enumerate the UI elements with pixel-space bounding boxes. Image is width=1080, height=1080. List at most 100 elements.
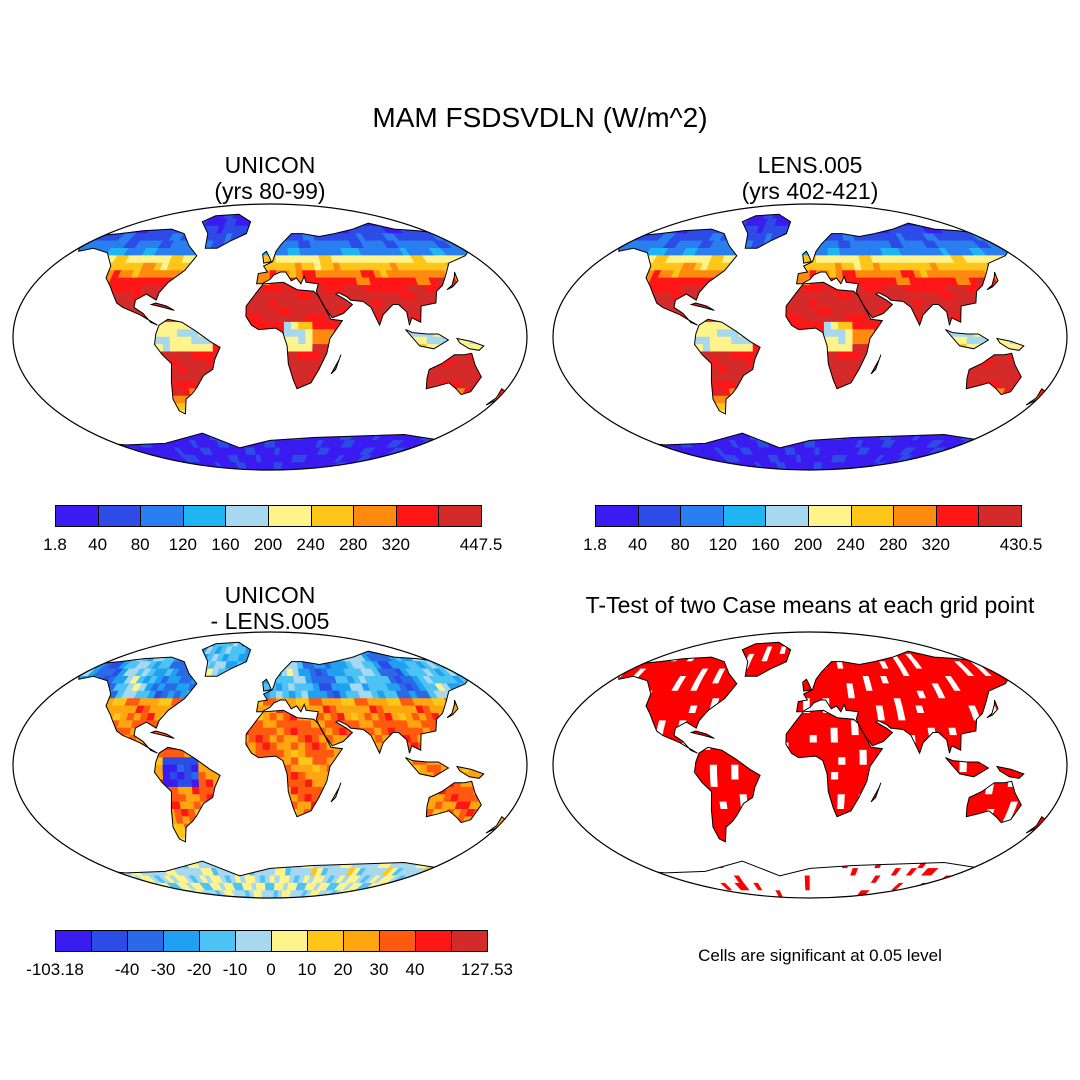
field-cell (84, 285, 96, 293)
field-cell (76, 373, 79, 382)
field-cell (902, 336, 911, 345)
field-cell (774, 299, 783, 308)
field-cell (408, 366, 418, 375)
field-cell (133, 454, 152, 463)
field-cell (617, 314, 627, 323)
field-cell (276, 366, 285, 375)
field-cell (852, 214, 863, 220)
field-cell (409, 358, 419, 367)
field-cell (464, 285, 476, 293)
field-cell (98, 321, 107, 330)
field-cell (276, 344, 285, 353)
field-cell (977, 307, 988, 316)
field-cell (99, 351, 108, 360)
field-cell (260, 214, 267, 220)
field-cell (458, 285, 470, 293)
field-cell (639, 314, 648, 323)
field-cell (196, 247, 206, 257)
field-cell (1029, 321, 1039, 330)
field-cell (964, 395, 976, 404)
field-cell (481, 373, 493, 382)
field-cell (184, 214, 199, 220)
field-cell (76, 329, 85, 338)
field-cell (802, 285, 811, 293)
field-cell (624, 344, 633, 353)
field-cell (264, 447, 271, 456)
field-cell (198, 358, 208, 367)
field-cell (169, 336, 178, 345)
field-cell (616, 395, 624, 404)
field-cell (924, 381, 934, 389)
field-cell (879, 307, 889, 316)
field-cell (354, 425, 365, 434)
field-cell (157, 425, 170, 434)
field-cell (228, 373, 237, 382)
field-cell (864, 292, 873, 301)
field-cell (850, 418, 860, 426)
field-cell (666, 329, 675, 338)
field-cell (316, 381, 326, 389)
field-cell (616, 358, 622, 367)
field-cell (401, 388, 412, 397)
field-cell (210, 395, 219, 404)
field-cell (925, 410, 937, 419)
field-cell (945, 395, 956, 404)
field-cell (49, 344, 57, 351)
field-cell (394, 366, 404, 375)
field-cell (303, 285, 312, 293)
field-cell (504, 344, 508, 353)
field-cell (105, 344, 114, 353)
field-cell (741, 381, 750, 389)
field-cell (276, 321, 285, 330)
field-cell (21, 315, 29, 322)
field-cell (1003, 299, 1014, 308)
field-cell (281, 255, 290, 264)
field-cell (377, 381, 387, 389)
field-cell (205, 403, 214, 412)
field-cell (791, 425, 800, 434)
field-cell (848, 395, 857, 404)
field-cell (986, 233, 1003, 242)
field-cell (248, 366, 257, 375)
field-cell (375, 462, 394, 470)
field-cell (954, 403, 966, 412)
field-cell (77, 321, 86, 330)
field-cell (1021, 314, 1031, 323)
field-cell (341, 214, 356, 220)
field-cell (257, 410, 265, 419)
field-cell (823, 299, 832, 308)
field-cell (217, 403, 227, 412)
field-cell (791, 418, 799, 426)
field-cell (212, 314, 221, 323)
field-cell (331, 425, 342, 434)
field-cell (640, 307, 650, 316)
field-cell (1001, 277, 1013, 286)
field-cell (319, 321, 328, 330)
field-cell (1028, 314, 1038, 323)
field-cell (827, 418, 835, 426)
field-cell (938, 395, 950, 404)
field-cell (485, 285, 497, 293)
field-cell (783, 262, 792, 271)
field-cell (1035, 292, 1047, 301)
field-cell (115, 214, 134, 220)
field-cell (970, 307, 980, 316)
field-cell (795, 351, 804, 360)
field-cell (437, 395, 450, 404)
field-cell (703, 425, 715, 434)
field-cell (162, 432, 175, 441)
field-cell (57, 315, 65, 322)
field-cell (666, 336, 675, 345)
field-cell (598, 359, 607, 366)
field-cell (645, 336, 654, 345)
field-cell (861, 395, 870, 404)
field-cell (220, 307, 229, 316)
field-cell (194, 285, 203, 293)
field-cell (818, 214, 825, 220)
field-cell (166, 285, 177, 293)
field-cell (76, 388, 79, 397)
field-cell (208, 277, 218, 286)
field-cell (987, 344, 996, 353)
field-cell (104, 425, 119, 434)
field-cell (284, 462, 292, 470)
